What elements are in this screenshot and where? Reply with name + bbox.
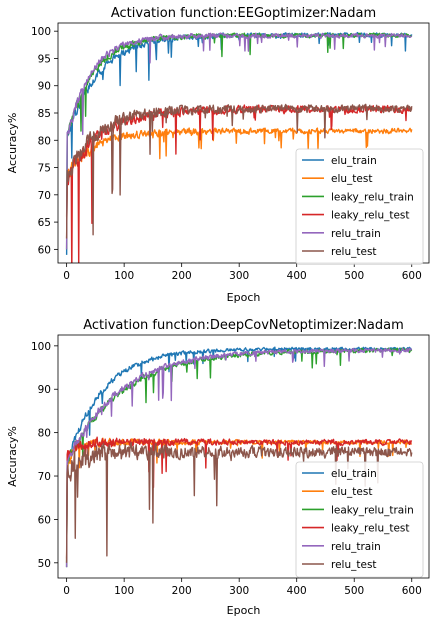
legend-entry: relu_test	[331, 559, 377, 571]
axes-frame	[57, 334, 430, 579]
x-tick-label: 200	[172, 270, 192, 282]
x-tick-label: 100	[114, 270, 134, 282]
series-line-relu-train	[65, 32, 412, 250]
y-tick-label: 50	[38, 558, 51, 570]
y-tick-label: 80	[38, 428, 51, 440]
y-axis-label: Accuracy%	[6, 113, 19, 174]
series-line-relu-test	[65, 441, 413, 563]
legend-entry: relu_test	[331, 246, 377, 258]
chart-title: Activation function:EEGoptimizer:Nadam	[111, 6, 376, 21]
axes-frame	[57, 22, 430, 264]
y-tick-label: 70	[38, 190, 51, 202]
legend: elu_train elu_test leaky_relu_train leaky_r…	[295, 461, 424, 578]
y-tick-label: 100	[31, 341, 51, 353]
series-line-elu-test	[65, 127, 413, 217]
y-tick-label: 65	[38, 217, 51, 229]
series-line-elu-test	[65, 437, 412, 563]
x-tick-label: 200	[172, 585, 192, 597]
y-tick-label: 90	[38, 384, 51, 396]
legend-entry: leaky_relu_train	[331, 504, 414, 516]
x-axis-label: Epoch	[227, 291, 261, 304]
legend-entry: leaky_relu_train	[331, 191, 414, 203]
x-tick-label: 600	[402, 585, 422, 597]
legend-entry: elu_test	[331, 486, 372, 498]
x-tick-label: 600	[402, 270, 422, 282]
y-tick-label: 90	[38, 81, 51, 93]
legend-entry: leaky_relu_test	[331, 210, 410, 222]
legend-entry: elu_train	[331, 468, 377, 480]
plot-area	[65, 346, 413, 568]
legend-entry: leaky_relu_test	[331, 523, 410, 535]
chart-1: Activation function:EEGoptimizer:Nadam 0 1…	[6, 6, 430, 304]
series-line-relu-train	[65, 347, 412, 568]
y-tick-label: 95	[38, 53, 51, 65]
x-tick-label: 0	[63, 585, 70, 597]
x-tick-label: 500	[344, 585, 364, 597]
y-tick-label: 70	[38, 471, 51, 483]
x-tick-label: 500	[344, 270, 364, 282]
legend-box	[295, 461, 424, 578]
chart-2: Activation function:DeepCovNetoptimizer:…	[6, 318, 430, 617]
chart-title: Activation function:DeepCovNetoptimizer:…	[83, 318, 404, 333]
y-tick-label: 60	[38, 244, 51, 256]
legend: elu_train elu_test leaky_relu_train leaky_r…	[295, 148, 424, 265]
x-tick-label: 300	[229, 585, 249, 597]
legend-entry: relu_train	[331, 228, 381, 240]
x-tick-label: 400	[287, 585, 307, 597]
series-line-relu-test	[65, 103, 413, 239]
legend-box	[295, 148, 424, 265]
y-tick-label: 85	[38, 108, 51, 120]
y-tick-label: 75	[38, 163, 51, 175]
y-tick-label: 100	[31, 26, 51, 38]
x-tick-label: 100	[114, 585, 134, 597]
series-line-leaky-relu-test	[65, 436, 413, 559]
x-tick-label: 400	[287, 270, 307, 282]
x-tick-label: 300	[229, 270, 249, 282]
y-axis-label: Accuracy%	[6, 426, 19, 487]
x-tick-label: 0	[63, 270, 70, 282]
y-tick-label: 60	[38, 514, 51, 526]
y-tick-label: 80	[38, 135, 51, 147]
x-axis-label: Epoch	[227, 604, 261, 617]
legend-entry: elu_test	[331, 173, 372, 185]
plot-area	[65, 31, 413, 263]
legend-entry: elu_train	[331, 155, 377, 167]
legend-entry: relu_train	[331, 541, 381, 553]
